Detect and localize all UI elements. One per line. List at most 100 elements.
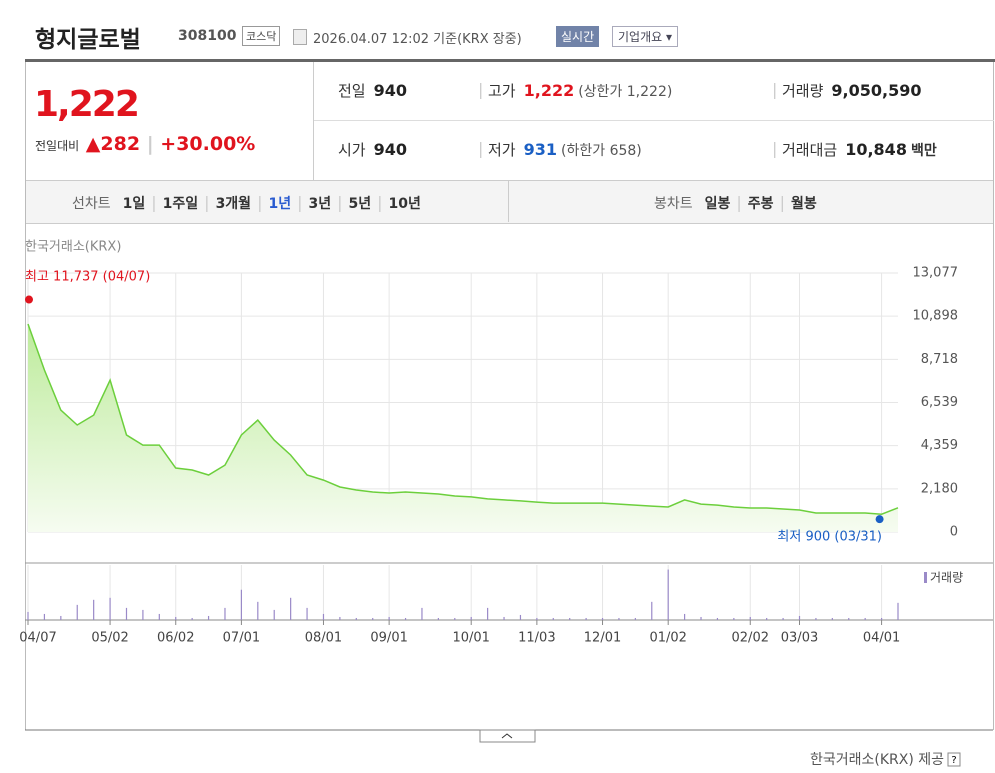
cell-value: 1,222 xyxy=(523,81,575,100)
period-tab[interactable]: 1주일 xyxy=(162,196,199,212)
volume-bar xyxy=(257,601,259,620)
price-area xyxy=(28,324,898,532)
volume-bar xyxy=(569,617,571,620)
volume-bar xyxy=(93,599,95,620)
quote-cell: | 거래대금 10,848 백만 xyxy=(772,139,937,160)
volume-bar xyxy=(322,613,325,620)
separator: | xyxy=(779,193,785,212)
volume-bar xyxy=(864,617,866,620)
period-tab[interactable]: 3년 xyxy=(308,196,332,212)
price-line xyxy=(27,323,899,515)
candle-tab[interactable]: 주봉 xyxy=(747,196,774,212)
y-tick-label: 10,898 xyxy=(913,309,959,324)
quote-cell: 시가 940 xyxy=(338,139,407,160)
x-tick-label: 08/01 xyxy=(305,631,342,646)
low-marker xyxy=(875,515,884,524)
line-label: 선차트 xyxy=(72,196,111,212)
x-tick-label: 10/01 xyxy=(452,631,489,646)
volume-bar xyxy=(60,615,62,620)
low-label: 최저 900 (03/31) xyxy=(777,530,882,545)
cell-label: 거래대금 xyxy=(782,141,838,159)
volume-bar xyxy=(585,617,587,620)
stock-name: 형지글로벌 xyxy=(35,27,141,53)
candle-tab[interactable]: 일봉 xyxy=(704,196,731,212)
y-tick-label: 8,718 xyxy=(921,352,958,367)
candle-tabs: 봉차트 일봉 | 주봉 | 월봉 xyxy=(648,193,823,213)
quote-cell: 전일 940 xyxy=(338,80,407,101)
volume-bar xyxy=(487,607,489,620)
candle-tab[interactable]: 월봉 xyxy=(790,196,817,212)
realtime-button[interactable]: 실시간 xyxy=(556,26,600,47)
period-tab[interactable]: 10년 xyxy=(388,196,421,212)
separator: | xyxy=(478,139,484,158)
volume-bar xyxy=(880,617,883,620)
basis: 기준(KRX 장중) xyxy=(433,32,522,47)
x-tick-label: 11/03 xyxy=(518,631,555,646)
volume-bar xyxy=(437,617,439,620)
help-icon[interactable] xyxy=(947,752,961,767)
period-tab[interactable]: 5년 xyxy=(348,196,372,212)
volume-bar xyxy=(716,617,719,620)
separator: | xyxy=(151,193,157,212)
y-tick-label: 6,539 xyxy=(921,395,958,410)
x-tick-label: 04/07 xyxy=(19,631,56,646)
volume-bar xyxy=(125,607,128,620)
high-label: 최고 11,737 (04/07) xyxy=(25,270,150,285)
change-label: 전일대비 xyxy=(35,139,80,153)
x-tick-label: 05/02 xyxy=(91,631,128,646)
volume-bar xyxy=(372,617,374,620)
volume-bar xyxy=(273,609,275,620)
period-tab[interactable]: 3개월 xyxy=(215,196,252,212)
legend-swatch xyxy=(924,572,927,583)
volume-bar xyxy=(897,602,899,620)
volume-bar xyxy=(355,617,357,620)
volume-bar xyxy=(43,613,46,620)
tab-bar xyxy=(26,180,993,224)
x-tick-label: 04/01 xyxy=(863,631,900,646)
volume-bar xyxy=(536,617,538,620)
volume-bar xyxy=(191,617,193,620)
volume-bar xyxy=(684,613,686,620)
separator: | xyxy=(337,193,343,212)
y-tick-label: 2,180 xyxy=(921,481,958,496)
separator: | xyxy=(257,193,263,212)
separator: | xyxy=(772,80,778,99)
volume-bar xyxy=(651,601,653,620)
left-border xyxy=(25,62,26,730)
cell-note: (상한가 1,222) xyxy=(578,84,673,100)
period-tab[interactable]: 1년 xyxy=(268,196,292,212)
volume-bar xyxy=(142,609,144,620)
period-tab[interactable]: 1일 xyxy=(122,196,146,212)
cell-label: 저가 xyxy=(488,141,516,159)
volume-bar xyxy=(601,617,604,620)
y-tick-label: 0 xyxy=(950,525,958,540)
line-tabs: 선차트 1일 | 1주일 | 3개월 | 1년 | 3년 | 5년 | 10년 xyxy=(66,193,427,213)
market-badge: 코스닥 xyxy=(242,26,281,46)
separator: | xyxy=(297,193,303,212)
divider xyxy=(508,181,509,222)
change-value: 282 xyxy=(100,133,141,155)
volume-bar xyxy=(290,597,292,620)
volume-bar xyxy=(404,617,407,620)
cell-value: 940 xyxy=(373,140,408,159)
top-border xyxy=(25,59,995,62)
volume-bar xyxy=(388,616,390,620)
collapse-button[interactable] xyxy=(479,729,536,743)
cell-unit: 백만 xyxy=(910,143,937,159)
volume-bar xyxy=(634,617,636,620)
separator: | xyxy=(377,193,383,212)
stock-code: 308100 xyxy=(178,28,237,44)
footer: 한국거래소(KRX) 제공 xyxy=(810,752,944,768)
volume-bar xyxy=(503,616,505,620)
cell-label: 고가 xyxy=(488,82,516,100)
calendar-icon xyxy=(293,29,307,45)
cell-value: 940 xyxy=(373,81,408,100)
cell-label: 시가 xyxy=(338,141,366,159)
cell-value: 931 xyxy=(523,140,558,159)
datetime: 2026.04.07 12:02 기준(KRX 장중) xyxy=(313,28,522,47)
volume-bar xyxy=(27,611,29,620)
quote-cell: | 거래량 9,050,590 xyxy=(772,80,922,101)
company-button[interactable]: 기업개요 ▾ xyxy=(612,26,679,47)
volume-bar xyxy=(158,613,160,620)
